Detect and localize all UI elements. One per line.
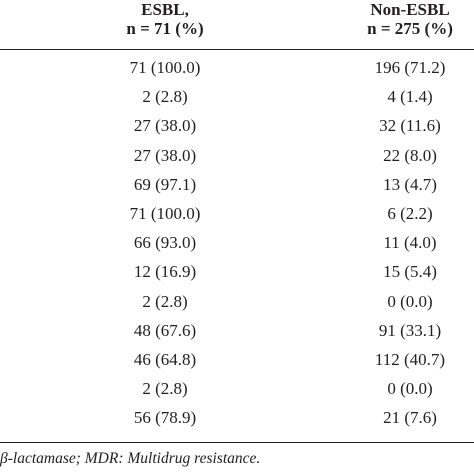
non-esbl-cell: 112 (40.7) <box>374 349 446 369</box>
table-row: 12 (16.9) 15 (5.4) <box>0 257 474 286</box>
non-esbl-cell: 21 (7.6) <box>383 408 437 428</box>
esbl-cell: 27 (38.0) <box>133 116 197 136</box>
table-row: 46 (64.8) 112 (40.7) <box>0 345 474 374</box>
esbl-cell: 71 (100.0) <box>129 58 201 77</box>
table-header: ESBL, n = 71 (%) Non-ESBL n = 275 (%) <box>0 0 474 50</box>
non-esbl-cell: 91 (33.1) <box>378 320 442 340</box>
esbl-header-line-1: ESBL, <box>141 0 189 19</box>
table-row: 27 (38.0) 32 (11.6) <box>0 111 474 140</box>
esbl-column-header: ESBL, n = 71 (%) <box>90 0 240 38</box>
esbl-cell: 27 (38.0) <box>133 145 197 165</box>
esbl-cell: 2 (2.8) <box>142 87 188 107</box>
table-row: 71 (100.0) 6 (2.2) <box>0 199 474 228</box>
non-esbl-cell: 0 (0.0) <box>387 291 433 311</box>
non-esbl-cell: 6 (2.2) <box>387 203 433 223</box>
esbl-cell: 2 (2.8) <box>142 379 188 399</box>
esbl-cell: 71 (100.0) <box>129 203 201 223</box>
non-esbl-column-header: Non-ESBL n = 275 (%) <box>335 0 474 38</box>
non-esbl-header-line-2: n = 275 (%) <box>367 19 453 38</box>
table-row: 69 (97.1) 13 (4.7) <box>0 170 474 199</box>
table-row: 56 (78.9) 21 (7.6) <box>0 403 474 432</box>
esbl-cell: 12 (16.9) <box>133 262 197 282</box>
esbl-cell: 56 (78.9) <box>133 408 197 428</box>
esbl-cell: 69 (97.1) <box>133 174 197 194</box>
non-esbl-cell: 15 (5.4) <box>383 262 437 282</box>
esbl-cell: 48 (67.6) <box>133 320 197 340</box>
non-esbl-cell: 11 (4.0) <box>383 233 437 253</box>
header-divider <box>0 49 474 50</box>
non-esbl-cell: 22 (8.0) <box>383 145 437 165</box>
esbl-cell: 2 (2.8) <box>142 291 188 311</box>
non-esbl-cell: 32 (11.6) <box>379 116 441 136</box>
table-bottom-divider <box>0 442 474 443</box>
table-row: 2 (2.8) 4 (1.4) <box>0 82 474 111</box>
non-esbl-cell: 4 (1.4) <box>387 87 433 107</box>
non-esbl-cell: 13 (4.7) <box>383 174 437 194</box>
non-esbl-cell: 196 (71.2) <box>374 58 446 77</box>
table-row: 48 (67.6) 91 (33.1) <box>0 316 474 345</box>
esbl-cell: 66 (93.0) <box>133 233 197 253</box>
esbl-header-line-2: n = 71 (%) <box>126 19 204 38</box>
table-footnote: β-lactamase; MDR: Multidrug resistance. <box>0 450 261 467</box>
table-body: 71 (100.0) 196 (71.2) 2 (2.8) 4 (1.4) 27 (38… <box>0 53 474 432</box>
table-row: 71 (100.0) 196 (71.2) <box>0 53 474 82</box>
non-esbl-cell: 0 (0.0) <box>387 379 433 399</box>
table-row: 27 (38.0) 22 (8.0) <box>0 141 474 170</box>
table-row: 2 (2.8) 0 (0.0) <box>0 374 474 403</box>
table-row: 66 (93.0) 11 (4.0) <box>0 228 474 257</box>
table-row: 2 (2.8) 0 (0.0) <box>0 287 474 316</box>
non-esbl-header-line-1: Non-ESBL <box>370 0 450 19</box>
esbl-cell: 46 (64.8) <box>133 349 197 369</box>
